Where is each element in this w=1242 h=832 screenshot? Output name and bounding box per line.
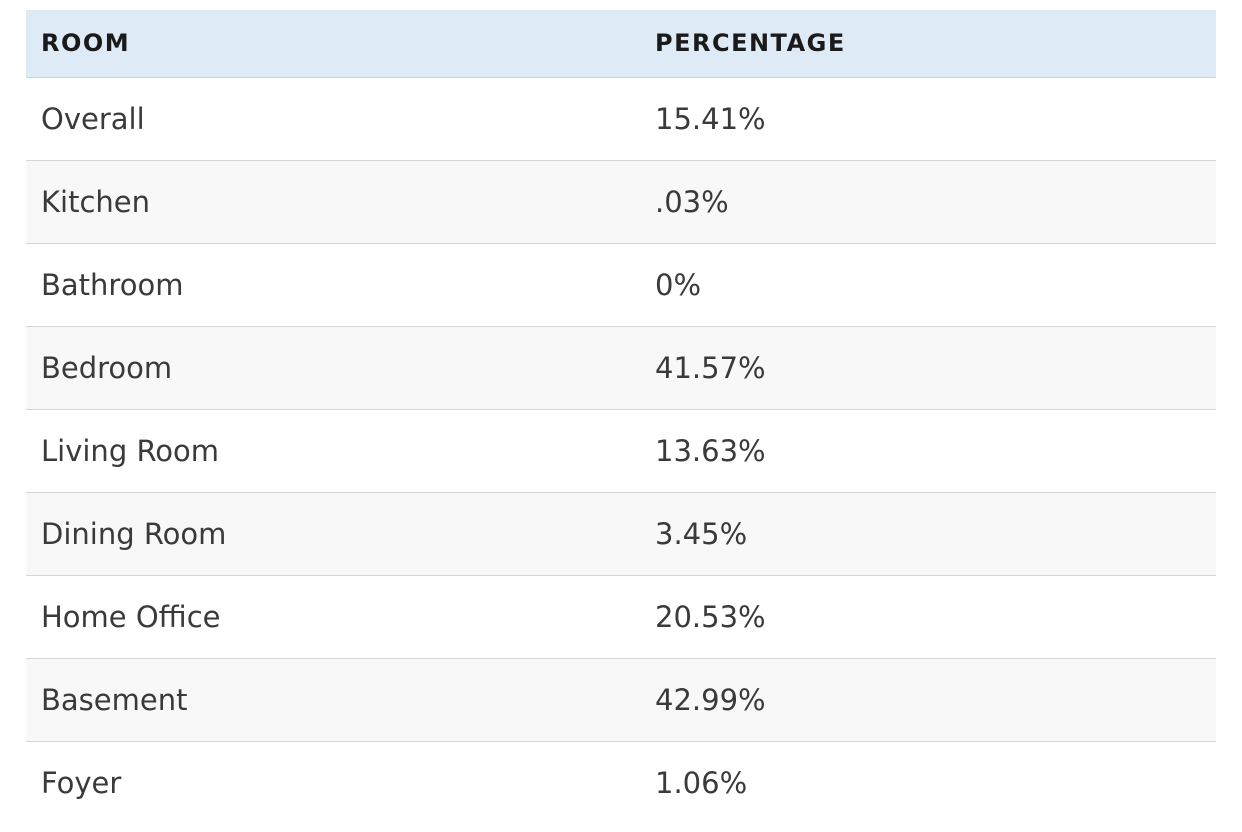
table-row: Bedroom 41.57% [26,326,1216,410]
room-cell: Living Room [26,409,640,493]
room-cell: Foyer [41,765,122,800]
room-percentage-table: ROOM PERCENTAGE Overall 15.41% Kitchen .… [26,10,1216,824]
table-row: Basement 42.99% [26,658,1216,742]
percentage-cell: 41.57% [640,326,1216,410]
table-row: Bathroom 0% [26,243,1216,327]
table-row: Home Office 20.53% [26,575,1216,659]
percentage-cell: 3.45% [640,492,1216,576]
table-row: Overall 15.41% [26,77,1216,161]
header-row: ROOM PERCENTAGE [26,10,1216,78]
table-row: Dining Room 3.45% [26,492,1216,576]
table-header: ROOM PERCENTAGE [26,10,1216,78]
percentage-cell: 1.06% [655,765,748,800]
percentage-cell: 13.63% [640,409,1216,493]
column-header-percentage: PERCENTAGE [640,10,1216,78]
table-row: Kitchen .03% [26,160,1216,244]
percentage-cell: 20.53% [640,575,1216,659]
column-header-room: ROOM [26,10,640,78]
percentage-cell: 15.41% [640,77,1216,161]
room-cell: Basement [26,658,640,742]
table-row: Foyer 1.06% [26,741,1216,824]
room-cell: Kitchen [26,160,640,244]
room-percentage-table-container: ROOM PERCENTAGE Overall 15.41% Kitchen .… [26,10,1216,824]
percentage-cell: 0% [640,243,1216,327]
table-body: Overall 15.41% Kitchen .03% Bathroom 0% … [26,77,1216,824]
room-cell: Dining Room [26,492,640,576]
percentage-cell: .03% [640,160,1216,244]
room-cell: Bathroom [26,243,640,327]
room-cell: Home Office [26,575,640,659]
table-row: Living Room 13.63% [26,409,1216,493]
percentage-cell: 42.99% [640,658,1216,742]
room-cell: Overall [26,77,640,161]
room-cell: Bedroom [26,326,640,410]
